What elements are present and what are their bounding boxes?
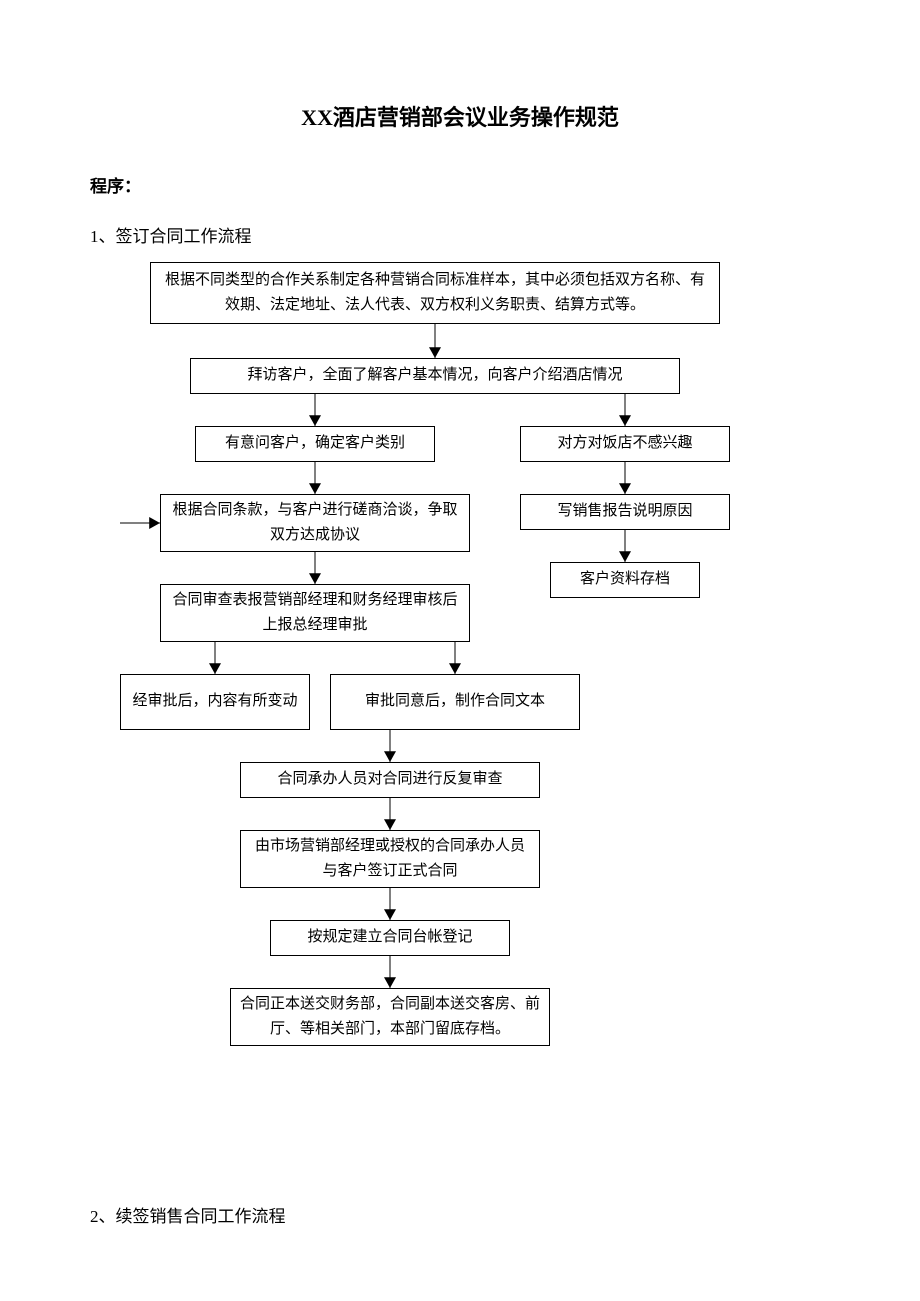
flow-node-n3: 有意问客户，确定客户类别 [195,426,435,462]
section-label: 程序： [90,172,830,197]
flow-node-n10: 审批同意后，制作合同文本 [330,674,580,730]
flow-node-n5: 根据合同条款，与客户进行磋商洽谈，争取双方达成协议 [160,494,470,552]
list-item-1: 1、签订合同工作流程 [90,222,830,247]
flow-node-n6: 写销售报告说明原因 [520,494,730,530]
page-title: XX酒店营销部会议业务操作规范 [90,100,830,132]
flow-node-n1: 根据不同类型的合作关系制定各种营销合同标准样本，其中必须包括双方名称、有效期、法… [150,262,720,324]
list-item-2: 2、续签销售合同工作流程 [90,1202,830,1227]
flowchart-container: 根据不同类型的合作关系制定各种营销合同标准样本，其中必须包括双方名称、有效期、法… [120,262,840,1142]
flow-node-n11: 合同承办人员对合同进行反复审查 [240,762,540,798]
flow-node-n2: 拜访客户，全面了解客户基本情况，向客户介绍酒店情况 [190,358,680,394]
flow-node-n8: 合同审查表报营销部经理和财务经理审核后上报总经理审批 [160,584,470,642]
flow-node-n13: 按规定建立合同台帐登记 [270,920,510,956]
flow-node-n14: 合同正本送交财务部，合同副本送交客房、前厅、等相关部门，本部门留底存档。 [230,988,550,1046]
flow-node-n12: 由市场营销部经理或授权的合同承办人员与客户签订正式合同 [240,830,540,888]
flow-node-n7: 客户资料存档 [550,562,700,598]
flow-node-n4: 对方对饭店不感兴趣 [520,426,730,462]
flow-node-n9: 经审批后，内容有所变动 [120,674,310,730]
